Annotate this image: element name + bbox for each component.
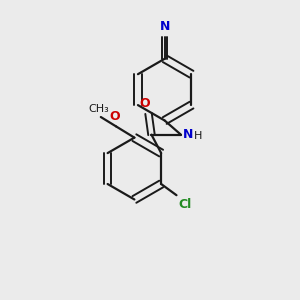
Text: N: N <box>160 20 170 33</box>
Text: CH₃: CH₃ <box>88 104 109 114</box>
Text: Cl: Cl <box>178 198 191 211</box>
Text: N: N <box>182 128 193 141</box>
Text: O: O <box>110 110 120 124</box>
Text: O: O <box>140 97 150 110</box>
Text: H: H <box>194 131 202 141</box>
